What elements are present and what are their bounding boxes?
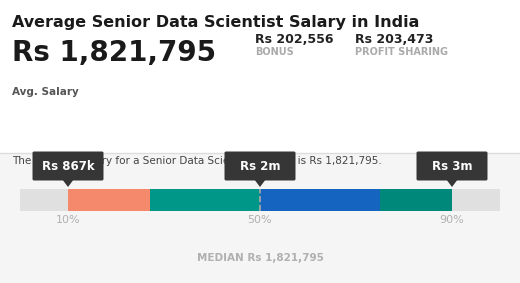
Text: Rs 3m: Rs 3m xyxy=(432,160,472,173)
Polygon shape xyxy=(62,179,74,187)
Text: BONUS: BONUS xyxy=(255,47,294,57)
FancyBboxPatch shape xyxy=(417,151,488,181)
Text: Rs 2m: Rs 2m xyxy=(240,160,280,173)
Text: 10%: 10% xyxy=(56,215,80,225)
Text: PROFIT SHARING: PROFIT SHARING xyxy=(355,47,448,57)
Text: Avg. Salary: Avg. Salary xyxy=(12,87,79,97)
FancyBboxPatch shape xyxy=(380,189,452,211)
Text: MEDIAN Rs 1,821,795: MEDIAN Rs 1,821,795 xyxy=(197,253,323,263)
FancyBboxPatch shape xyxy=(32,151,103,181)
Text: Average Senior Data Scientist Salary in India: Average Senior Data Scientist Salary in … xyxy=(12,15,419,30)
Text: 50%: 50% xyxy=(248,215,272,225)
Text: Rs 1,821,795: Rs 1,821,795 xyxy=(12,39,216,67)
FancyBboxPatch shape xyxy=(260,189,380,211)
Text: The average salary for a Senior Data Scientist in India is Rs 1,821,795.: The average salary for a Senior Data Sci… xyxy=(12,156,382,166)
FancyBboxPatch shape xyxy=(150,189,260,211)
Polygon shape xyxy=(446,179,458,187)
FancyBboxPatch shape xyxy=(20,189,68,211)
Text: Rs 202,556: Rs 202,556 xyxy=(255,33,333,46)
Text: Rs 203,473: Rs 203,473 xyxy=(355,33,433,46)
Text: Rs 867k: Rs 867k xyxy=(42,160,94,173)
Text: 90%: 90% xyxy=(439,215,464,225)
FancyBboxPatch shape xyxy=(0,0,520,153)
FancyBboxPatch shape xyxy=(68,189,150,211)
FancyBboxPatch shape xyxy=(452,189,500,211)
Polygon shape xyxy=(254,179,266,187)
FancyBboxPatch shape xyxy=(225,151,295,181)
